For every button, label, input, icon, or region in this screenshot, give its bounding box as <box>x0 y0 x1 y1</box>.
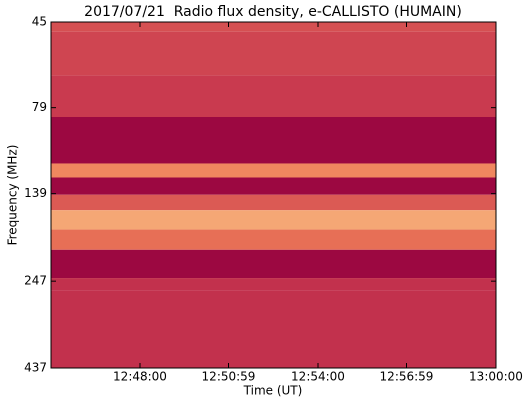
x-tick-label: 12:48:00 <box>113 370 167 384</box>
x-axis-label: Time (UT) <box>243 384 303 398</box>
spectrum-band <box>51 249 496 279</box>
y-tick-label: 247 <box>24 274 47 288</box>
spectrum-band <box>51 290 496 368</box>
x-tick-label: 12:54:00 <box>291 370 345 384</box>
y-tick-label: 45 <box>32 15 47 29</box>
y-tick-label: 437 <box>24 361 47 375</box>
spectrum-band <box>51 210 496 230</box>
spectrum-band <box>51 163 496 178</box>
x-tick-label: 12:56:59 <box>380 370 434 384</box>
chart-title: 2017/07/21 Radio flux density, e-CALLIST… <box>84 4 462 20</box>
y-axis-label: Frequency (MHz) <box>6 145 20 246</box>
spectrum-band <box>51 75 496 117</box>
x-tick-label: 13:00:00 <box>469 370 523 384</box>
spectrum-band <box>51 22 496 32</box>
x-tick-label: 12:50:59 <box>202 370 256 384</box>
spectrum-band <box>51 194 496 211</box>
spectrum-band <box>51 116 496 164</box>
y-tick-label: 139 <box>24 186 47 200</box>
spectrum-band <box>51 31 496 76</box>
y-tick-label: 79 <box>32 100 47 114</box>
plot-frame <box>50 21 497 369</box>
spectrum-band <box>51 229 496 250</box>
spectrum-band <box>51 278 496 291</box>
spectrum-band <box>51 177 496 195</box>
